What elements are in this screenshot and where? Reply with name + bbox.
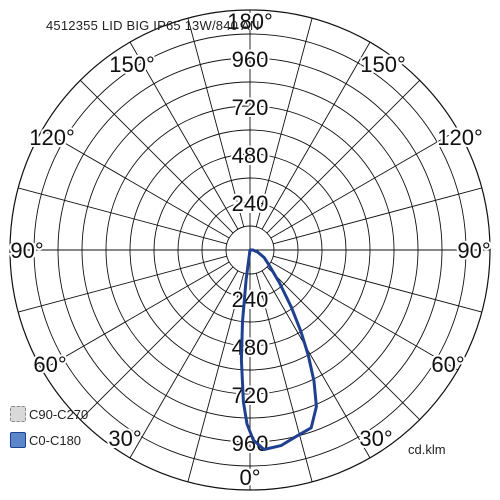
angle-label-right: 90° [457,238,490,263]
legend-item-c0: C0-C180 [10,432,81,448]
grid-spoke-120 [270,129,459,239]
grid-spoke-75 [273,255,482,313]
series-line-c0-c180 [239,248,318,451]
unit-label: cd.klm [408,442,446,457]
angle-label-lower-right: 60° [431,352,464,377]
chart-title: 4512355 LID BIG IP65 13W/840 AN [46,18,260,33]
legend-label-c0: C0-C180 [29,432,82,448]
radial-label-960-upper: 960 [232,47,269,72]
radial-label-720-lower: 720 [232,383,269,408]
grid-spoke-60 [270,261,459,371]
radial-label-720-upper: 720 [232,95,269,120]
angle-labels: 180° 0° 90° 90° 150° 150° 120° 120° 60° 60° 30° 30° [8,7,492,492]
grid-spoke-330 [129,270,239,459]
series-group [239,248,318,451]
grid-spoke-15 [255,273,313,482]
legend-item-c90: C90-C270 [10,406,88,422]
radial-label-480-upper: 480 [232,143,269,168]
angle-label-left: 90° [10,238,43,263]
grid-spoke-315 [79,266,234,421]
grid-spoke-240 [41,129,230,239]
grid-spoke-105 [273,187,482,245]
legend-swatch-c0 [10,432,26,448]
grid-spoke-345 [187,273,245,482]
angle-label-mid-upper-left: 120° [29,125,75,150]
grid-spoke-165 [255,18,313,227]
grid-spoke-195 [187,18,245,227]
angle-label-bottom-right: 30° [359,426,392,451]
radial-label-240-upper: 240 [232,191,269,216]
angle-label-upper-right: 150° [360,52,406,77]
angle-label-lower-left: 60° [33,352,66,377]
polar-grid [9,9,491,491]
grid-spoke-45 [266,266,421,421]
radial-label-240-lower: 240 [232,287,269,312]
grid-spoke-225 [79,79,234,234]
grid-spoke-30 [261,270,371,459]
grid-spoke-285 [18,255,227,313]
grid-spoke-135 [266,79,421,234]
angle-label-top: 180° [227,9,273,34]
angle-label-bottom: 0° [239,465,260,490]
grid-spoke-300 [41,261,230,371]
grid-spoke-150 [261,41,371,230]
legend-label-c90: C90-C270 [29,406,89,422]
radial-label-480-lower: 480 [232,335,269,360]
angle-label-upper-left: 150° [109,52,155,77]
angle-label-mid-upper-right: 120° [437,125,483,150]
legend-swatch-c90 [10,406,26,422]
grid-spoke-210 [129,41,239,230]
grid-spoke-255 [18,187,227,245]
angle-label-bottom-left: 30° [108,426,141,451]
